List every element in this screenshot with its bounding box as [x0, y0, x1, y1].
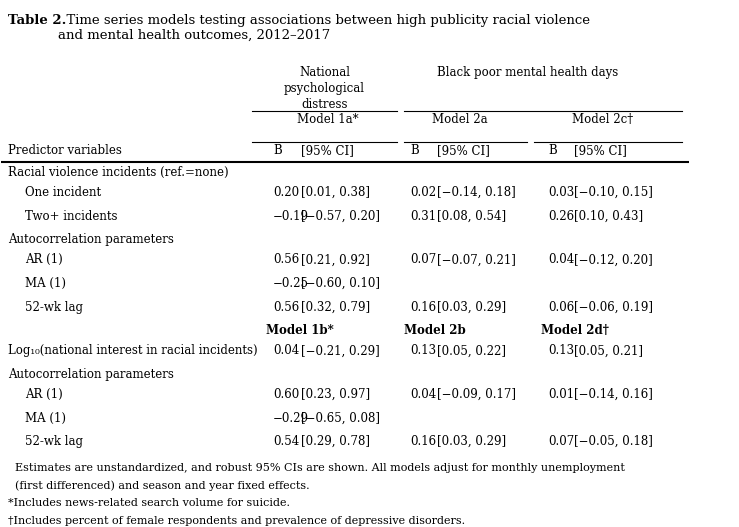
Text: [−0.60, 0.10]: [−0.60, 0.10] [301, 277, 380, 290]
Text: 0.56: 0.56 [273, 300, 299, 314]
Text: [−0.21, 0.29]: [−0.21, 0.29] [301, 344, 379, 357]
Text: −0.19: −0.19 [273, 210, 309, 223]
Text: National
psychological
distress: National psychological distress [284, 66, 365, 112]
Text: [0.21, 0.92]: [0.21, 0.92] [301, 253, 370, 267]
Text: −0.25: −0.25 [273, 277, 309, 290]
Text: [0.03, 0.29]: [0.03, 0.29] [437, 435, 506, 448]
Text: Model 2c†: Model 2c† [573, 113, 633, 126]
Text: MA (1): MA (1) [25, 412, 67, 425]
Text: Two+ incidents: Two+ incidents [25, 210, 118, 223]
Text: [−0.14, 0.16]: [−0.14, 0.16] [574, 388, 653, 401]
Text: [0.10, 0.43]: [0.10, 0.43] [574, 210, 643, 223]
Text: 0.07: 0.07 [411, 253, 437, 267]
Text: 0.07: 0.07 [548, 435, 574, 448]
Text: [−0.65, 0.08]: [−0.65, 0.08] [301, 412, 380, 425]
Text: B: B [273, 144, 282, 157]
Text: 0.16: 0.16 [411, 300, 437, 314]
Text: [0.05, 0.21]: [0.05, 0.21] [574, 344, 643, 357]
Text: Black poor mental health days: Black poor mental health days [437, 66, 618, 80]
Text: 52-wk lag: 52-wk lag [25, 300, 84, 314]
Text: Table 2.: Table 2. [8, 14, 67, 26]
Text: 0.04: 0.04 [273, 344, 299, 357]
Text: [95% CI]: [95% CI] [301, 144, 353, 157]
Text: Model 2d†: Model 2d† [541, 324, 609, 337]
Text: 0.13: 0.13 [548, 344, 574, 357]
Text: 0.01: 0.01 [548, 388, 574, 401]
Text: Predictor variables: Predictor variables [8, 144, 122, 157]
Text: Racial violence incidents (ref.=none): Racial violence incidents (ref.=none) [8, 166, 229, 179]
Text: AR (1): AR (1) [25, 388, 64, 401]
Text: 0.03: 0.03 [548, 186, 574, 199]
Text: Model 1a*: Model 1a* [297, 113, 359, 126]
Text: [0.29, 0.78]: [0.29, 0.78] [301, 435, 370, 448]
Text: 0.16: 0.16 [411, 435, 437, 448]
Text: [−0.05, 0.18]: [−0.05, 0.18] [574, 435, 653, 448]
Text: [−0.57, 0.20]: [−0.57, 0.20] [301, 210, 380, 223]
Text: Model 1b*: Model 1b* [266, 324, 334, 337]
Text: 0.54: 0.54 [273, 435, 299, 448]
Text: †Includes percent of female respondents and prevalence of depressive disorders.: †Includes percent of female respondents … [8, 516, 466, 526]
Text: 0.04: 0.04 [411, 388, 437, 401]
Text: AR (1): AR (1) [25, 253, 64, 267]
Text: B: B [411, 144, 419, 157]
Text: Autocorrelation parameters: Autocorrelation parameters [8, 368, 174, 381]
Text: [−0.07, 0.21]: [−0.07, 0.21] [437, 253, 517, 267]
Text: B: B [548, 144, 556, 157]
Text: Estimates are unstandardized, and robust 95% CIs are shown. All models adjust fo: Estimates are unstandardized, and robust… [15, 463, 625, 473]
Text: Model 2a: Model 2a [432, 113, 487, 126]
Text: 0.06: 0.06 [548, 300, 574, 314]
Text: Autocorrelation parameters: Autocorrelation parameters [8, 233, 174, 247]
Text: [0.23, 0.97]: [0.23, 0.97] [301, 388, 370, 401]
Text: [−0.09, 0.17]: [−0.09, 0.17] [437, 388, 517, 401]
Text: [0.05, 0.22]: [0.05, 0.22] [437, 344, 506, 357]
Text: 0.31: 0.31 [411, 210, 437, 223]
Text: 0.02: 0.02 [411, 186, 437, 199]
Text: 0.60: 0.60 [273, 388, 299, 401]
Text: [−0.10, 0.15]: [−0.10, 0.15] [574, 186, 653, 199]
Text: [0.32, 0.79]: [0.32, 0.79] [301, 300, 370, 314]
Text: [95% CI]: [95% CI] [437, 144, 490, 157]
Text: 0.26: 0.26 [548, 210, 574, 223]
Text: 0.13: 0.13 [411, 344, 437, 357]
Text: [−0.14, 0.18]: [−0.14, 0.18] [437, 186, 516, 199]
Text: Time series models testing associations between high publicity racial violence
a: Time series models testing associations … [58, 14, 590, 42]
Text: 52-wk lag: 52-wk lag [25, 435, 84, 448]
Text: [−0.12, 0.20]: [−0.12, 0.20] [574, 253, 653, 267]
Text: [−0.06, 0.19]: [−0.06, 0.19] [574, 300, 653, 314]
Text: [0.01, 0.38]: [0.01, 0.38] [301, 186, 370, 199]
Text: 0.56: 0.56 [273, 253, 299, 267]
Text: [0.08, 0.54]: [0.08, 0.54] [437, 210, 506, 223]
Text: Model 2b: Model 2b [403, 324, 466, 337]
Text: [0.03, 0.29]: [0.03, 0.29] [437, 300, 506, 314]
Text: 0.20: 0.20 [273, 186, 299, 199]
Text: [95% CI]: [95% CI] [574, 144, 627, 157]
Text: MA (1): MA (1) [25, 277, 67, 290]
Text: 0.04: 0.04 [548, 253, 574, 267]
Text: *Includes news-related search volume for suicide.: *Includes news-related search volume for… [8, 498, 290, 508]
Text: Log₁₀(national interest in racial incidents): Log₁₀(national interest in racial incide… [8, 344, 258, 357]
Text: (first differenced) and season and year fixed effects.: (first differenced) and season and year … [15, 481, 310, 491]
Text: One incident: One incident [25, 186, 101, 199]
Text: −0.29: −0.29 [273, 412, 309, 425]
